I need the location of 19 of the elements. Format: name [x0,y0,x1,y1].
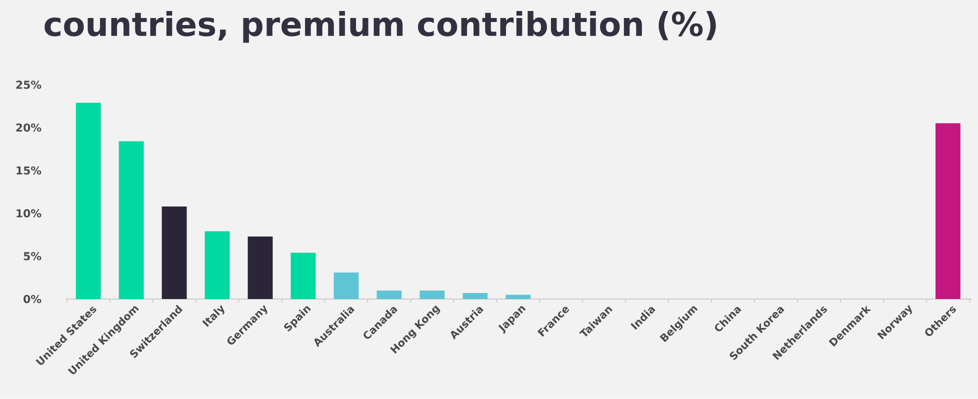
bar [118,141,144,300]
y-tick-label: 0% [24,295,42,304]
bar [334,272,359,300]
y-tick-label: 25% [16,80,42,89]
bar [204,231,230,300]
bar [248,236,273,300]
bar [76,102,101,300]
y-tick-label: 10% [16,209,42,218]
bar [290,252,316,300]
bar [420,290,445,300]
bar [376,290,402,300]
bar [506,294,531,300]
y-tick-label: 5% [24,252,42,260]
bar [462,293,488,300]
chart-title: countries, premium contribution (%) [44,11,716,43]
bar [162,206,187,300]
y-tick-label: 15% [16,166,42,175]
y-tick-label: 20% [16,124,42,132]
bar [935,123,960,300]
